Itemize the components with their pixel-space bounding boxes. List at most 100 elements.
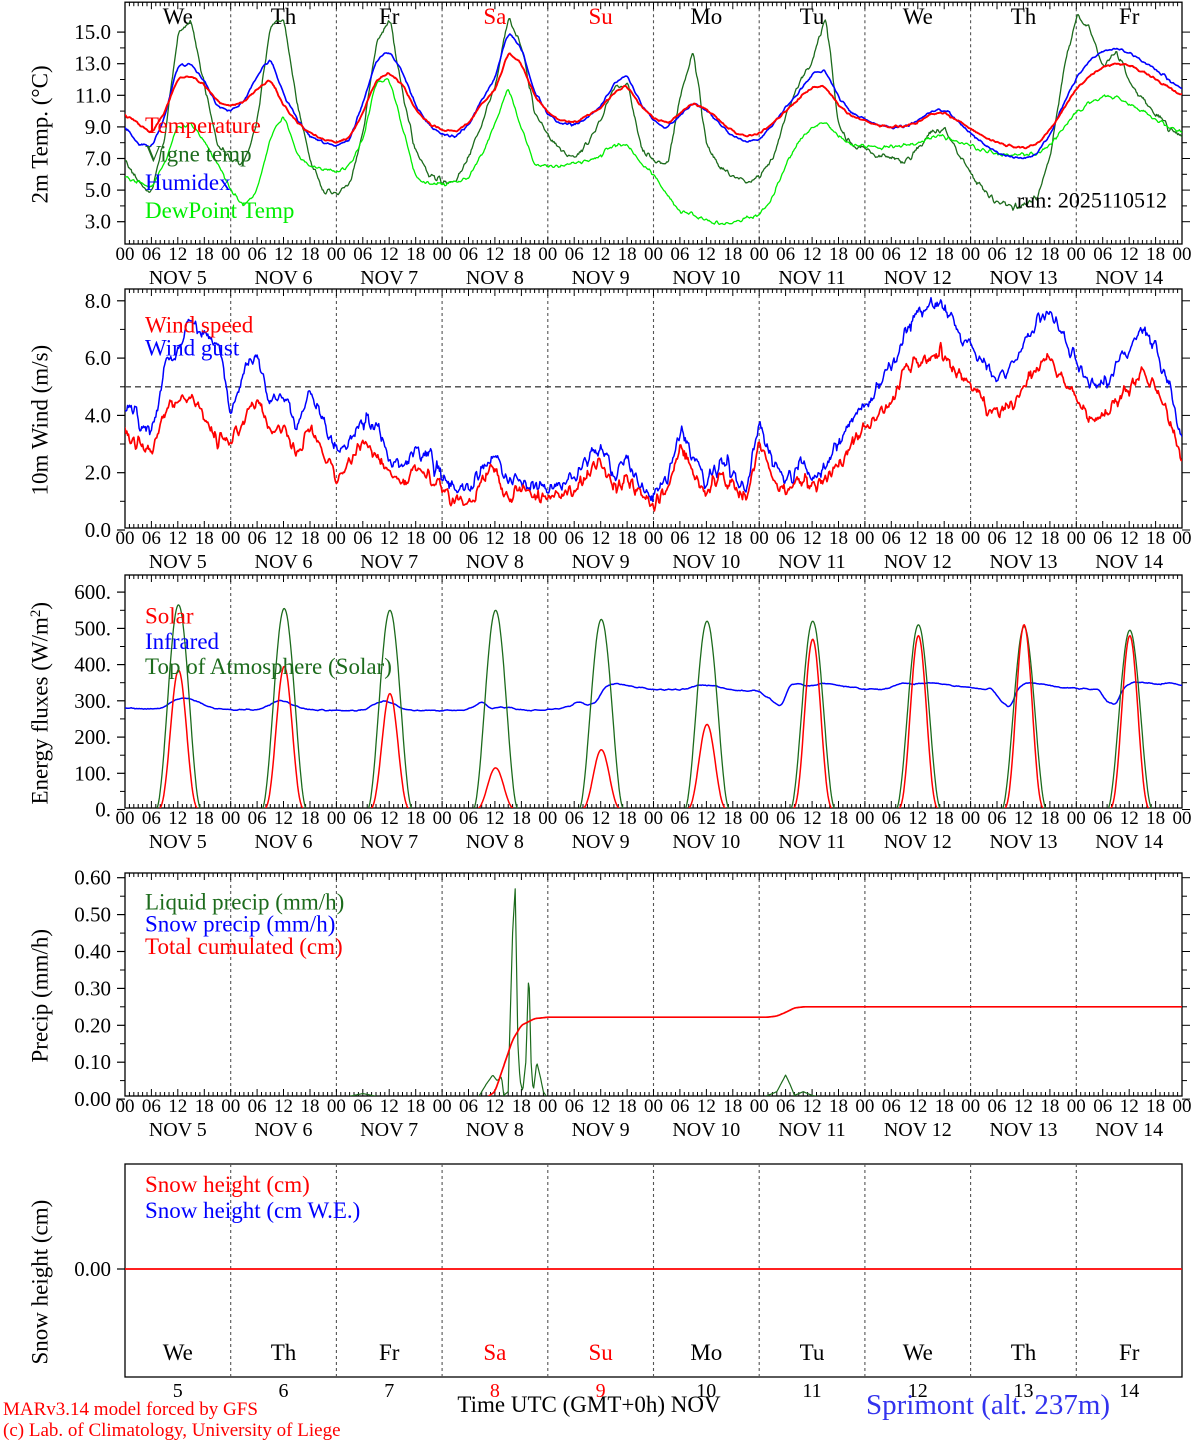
svg-text:06: 06 (565, 808, 584, 829)
svg-text:12: 12 (274, 1096, 293, 1117)
svg-text:12: 12 (908, 808, 927, 829)
svg-text:18: 18 (723, 528, 742, 549)
svg-text:06: 06 (1093, 808, 1112, 829)
svg-text:Sa: Sa (483, 4, 506, 29)
svg-text:06: 06 (988, 808, 1007, 829)
svg-text:18: 18 (512, 528, 531, 549)
svg-text:Wind speed: Wind speed (145, 313, 254, 338)
svg-text:00: 00 (1067, 244, 1086, 265)
svg-text:NOV 12: NOV 12 (884, 831, 952, 853)
svg-text:06: 06 (670, 244, 689, 265)
svg-text:NOV 7: NOV 7 (360, 267, 418, 289)
svg-text:Snow height (cm): Snow height (cm) (145, 1172, 310, 1197)
svg-text:12: 12 (1014, 528, 1033, 549)
svg-text:06: 06 (1093, 244, 1112, 265)
svg-text:6: 6 (279, 1380, 289, 1402)
svg-text:Humidex: Humidex (145, 170, 231, 195)
svg-text:18: 18 (935, 1096, 954, 1117)
svg-text:NOV 6: NOV 6 (255, 1119, 313, 1141)
svg-text:0.00: 0.00 (74, 1087, 111, 1111)
svg-text:NOV 11: NOV 11 (778, 1119, 845, 1141)
svg-text:00: 00 (221, 1096, 240, 1117)
svg-text:NOV 6: NOV 6 (255, 551, 313, 573)
svg-text:00: 00 (221, 808, 240, 829)
svg-text:Fr: Fr (379, 1340, 400, 1365)
svg-text:06: 06 (248, 528, 267, 549)
svg-text:00: 00 (327, 1096, 346, 1117)
svg-text:18: 18 (301, 1096, 320, 1117)
svg-text:NOV 14: NOV 14 (1095, 831, 1163, 853)
svg-text:NOV 12: NOV 12 (884, 267, 952, 289)
svg-text:18: 18 (1040, 1096, 1059, 1117)
svg-text:0.20: 0.20 (74, 1013, 111, 1037)
svg-text:06: 06 (459, 1096, 478, 1117)
svg-text:NOV 10: NOV 10 (672, 551, 740, 573)
svg-text:18: 18 (935, 244, 954, 265)
svg-text:0.40: 0.40 (74, 940, 111, 964)
svg-text:NOV 5: NOV 5 (149, 831, 207, 853)
svg-text:06: 06 (353, 808, 372, 829)
svg-text:06: 06 (459, 528, 478, 549)
svg-text:00: 00 (221, 528, 240, 549)
svg-text:18: 18 (829, 244, 848, 265)
svg-text:NOV 11: NOV 11 (778, 267, 845, 289)
svg-text:06: 06 (776, 528, 795, 549)
svg-text:12: 12 (697, 808, 716, 829)
svg-text:Mo: Mo (690, 1340, 722, 1365)
svg-text:06: 06 (882, 808, 901, 829)
svg-text:00: 00 (750, 808, 769, 829)
svg-text:00: 00 (644, 244, 663, 265)
svg-text:18: 18 (1040, 244, 1059, 265)
svg-text:18: 18 (195, 808, 214, 829)
svg-text:18: 18 (406, 244, 425, 265)
svg-text:18: 18 (195, 528, 214, 549)
svg-text:Th: Th (271, 4, 297, 29)
svg-text:12: 12 (485, 808, 504, 829)
svg-text:06: 06 (142, 1096, 161, 1117)
svg-text:06: 06 (1093, 1096, 1112, 1117)
svg-text:00: 00 (750, 244, 769, 265)
svg-text:NOV 9: NOV 9 (572, 551, 630, 573)
svg-text:200.: 200. (74, 725, 111, 749)
svg-text:00: 00 (327, 528, 346, 549)
svg-text:NOV 14: NOV 14 (1095, 1119, 1163, 1141)
svg-text:NOV 14: NOV 14 (1095, 551, 1163, 573)
svg-text:00: 00 (116, 528, 135, 549)
svg-text:06: 06 (248, 1096, 267, 1117)
svg-text:Total cumulated (cm): Total cumulated (cm) (145, 934, 343, 959)
svg-text:12: 12 (1014, 1096, 1033, 1117)
svg-text:00: 00 (538, 528, 557, 549)
svg-text:Vigne temp: Vigne temp (145, 141, 252, 166)
svg-text:Th: Th (1011, 4, 1037, 29)
svg-text:18: 18 (512, 808, 531, 829)
svg-text:NOV 14: NOV 14 (1095, 267, 1163, 289)
svg-text:18: 18 (829, 1096, 848, 1117)
svg-text:06: 06 (776, 244, 795, 265)
svg-text:00: 00 (433, 1096, 452, 1117)
svg-text:NOV 9: NOV 9 (572, 831, 630, 853)
svg-text:6.0: 6.0 (85, 346, 111, 370)
svg-text:12: 12 (168, 244, 187, 265)
svg-text:00: 00 (961, 244, 980, 265)
svg-text:00: 00 (1067, 1096, 1086, 1117)
svg-text:06: 06 (882, 528, 901, 549)
svg-text:00: 00 (327, 244, 346, 265)
svg-text:06: 06 (248, 244, 267, 265)
svg-text:18: 18 (618, 528, 637, 549)
svg-text:00: 00 (961, 808, 980, 829)
svg-text:06: 06 (565, 1096, 584, 1117)
svg-text:12: 12 (168, 808, 187, 829)
svg-text:7: 7 (384, 1380, 394, 1402)
svg-text:NOV 13: NOV 13 (990, 831, 1058, 853)
svg-text:Fr: Fr (379, 4, 400, 29)
svg-text:NOV 8: NOV 8 (466, 831, 524, 853)
svg-text:18: 18 (512, 244, 531, 265)
svg-text:Th: Th (1011, 1340, 1037, 1365)
svg-text:8.0: 8.0 (85, 289, 111, 313)
svg-text:18: 18 (301, 808, 320, 829)
svg-text:We: We (903, 4, 933, 29)
svg-text:06: 06 (670, 1096, 689, 1117)
svg-text:NOV 8: NOV 8 (466, 1119, 524, 1141)
svg-text:9.0: 9.0 (85, 115, 111, 139)
svg-text:run: 2025110512: run: 2025110512 (1017, 188, 1167, 213)
